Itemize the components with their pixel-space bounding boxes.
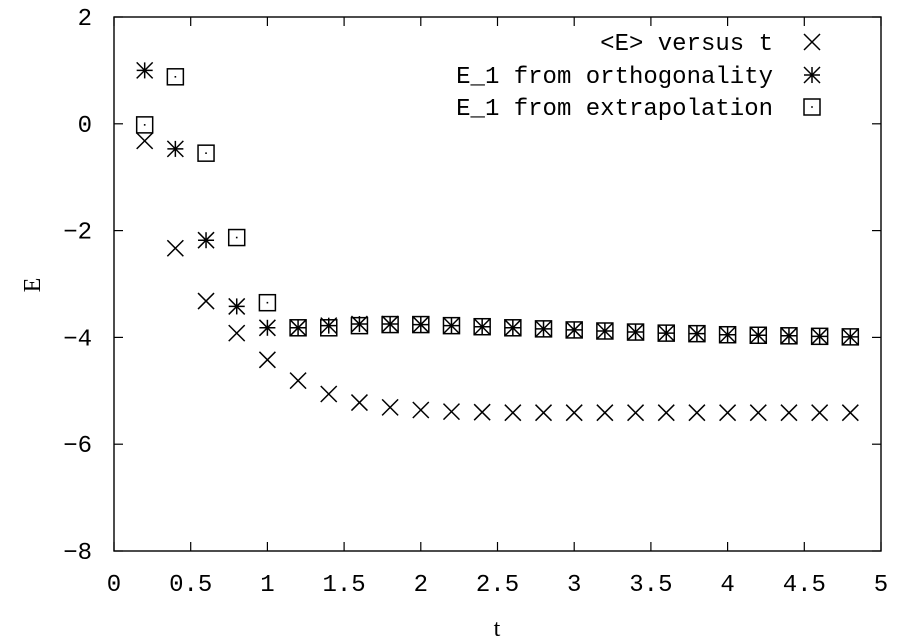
data-point-x xyxy=(841,404,859,422)
data-point-x xyxy=(473,403,491,421)
data-point-x xyxy=(688,404,706,422)
x-tick-label: 5 xyxy=(874,572,888,599)
x-tick-label: 2.5 xyxy=(476,572,519,599)
x-tick-label: 1.5 xyxy=(322,572,365,599)
data-point-square xyxy=(657,324,675,342)
y-tick-label: −8 xyxy=(63,540,92,567)
legend-marker-square xyxy=(803,98,821,116)
series-x xyxy=(136,132,859,422)
data-point-x xyxy=(228,324,246,342)
data-point-square xyxy=(534,320,553,338)
data-point-square xyxy=(473,317,491,336)
data-point-asterisk xyxy=(350,315,368,333)
x-tick-label: 4 xyxy=(720,572,734,599)
data-point-square xyxy=(442,316,461,335)
x-axis-label: t xyxy=(494,616,501,642)
y-tick-label: 0 xyxy=(78,113,92,140)
data-point-square xyxy=(412,315,430,334)
data-point-square xyxy=(320,319,338,337)
data-point-x xyxy=(534,404,553,422)
data-point-square xyxy=(197,144,215,162)
data-point-asterisk xyxy=(228,297,246,315)
data-point-square xyxy=(135,116,154,134)
data-point-x xyxy=(258,351,276,369)
data-point-x xyxy=(627,404,645,422)
data-point-square xyxy=(780,327,798,345)
data-point-x xyxy=(320,385,338,403)
data-point-x xyxy=(350,394,368,412)
data-point-square xyxy=(841,328,860,346)
data-point-x xyxy=(719,404,737,422)
x-tick-label: 2 xyxy=(414,572,428,599)
legend: <E> versus t E_1 from orthogonality E_1 fr… xyxy=(456,31,821,123)
data-point-square xyxy=(718,325,737,344)
data-point-square xyxy=(504,319,522,337)
y-axis-label: E xyxy=(20,278,46,293)
data-point-asterisk xyxy=(136,61,154,79)
legend-label: <E> versus t xyxy=(600,31,773,58)
data-point-x xyxy=(166,239,184,257)
x-tick-label: 3.5 xyxy=(629,572,672,599)
data-point-asterisk xyxy=(197,231,215,249)
data-point-square xyxy=(749,326,768,345)
y-tick-label: −4 xyxy=(63,326,92,353)
data-point-x xyxy=(565,404,583,422)
x-tick-label: 1 xyxy=(260,572,274,599)
legend-marker-asterisk xyxy=(803,66,821,84)
data-point-square xyxy=(626,323,645,341)
data-point-x xyxy=(657,404,675,422)
y-tick-label: −6 xyxy=(63,433,92,460)
data-point-square xyxy=(565,321,583,339)
data-point-x xyxy=(381,398,399,416)
axis-ticks: 0 0.5 1 1.5 2 2.5 3 3.5 4 4.5 5 2 0 −2 −4 −6 −8 xyxy=(63,6,888,599)
x-tick-label: 3 xyxy=(567,572,581,599)
data-point-square xyxy=(381,315,399,334)
data-point-x xyxy=(749,404,767,422)
data-point-square xyxy=(350,316,369,335)
y-tick-label: −2 xyxy=(63,220,92,247)
data-point-x xyxy=(289,372,307,390)
data-point-asterisk xyxy=(258,319,276,337)
data-point-x xyxy=(136,132,154,150)
data-point-asterisk xyxy=(166,140,184,158)
data-point-square xyxy=(688,324,706,343)
data-point-x xyxy=(442,403,461,421)
legend-label: E_1 from orthogonality xyxy=(456,64,773,91)
data-point-square xyxy=(258,293,277,312)
legend-marker-x xyxy=(803,33,821,51)
data-point-square xyxy=(810,327,829,346)
data-point-x xyxy=(780,404,798,422)
data-point-square xyxy=(289,319,307,337)
data-point-square xyxy=(166,68,185,86)
data-point-square xyxy=(227,228,246,247)
data-point-x xyxy=(811,404,829,422)
x-tick-label: 4.5 xyxy=(783,572,826,599)
legend-label: E_1 from extrapolation xyxy=(456,96,773,123)
series-square xyxy=(135,68,860,346)
data-marks xyxy=(135,61,860,422)
data-point-square xyxy=(596,322,614,340)
x-tick-label: 0.5 xyxy=(169,572,212,599)
data-point-x xyxy=(197,292,215,310)
data-point-x xyxy=(596,404,614,422)
x-tick-label: 0 xyxy=(107,572,121,599)
data-point-x xyxy=(412,401,430,419)
y-tick-label: 2 xyxy=(78,6,92,33)
data-point-x xyxy=(504,404,522,422)
